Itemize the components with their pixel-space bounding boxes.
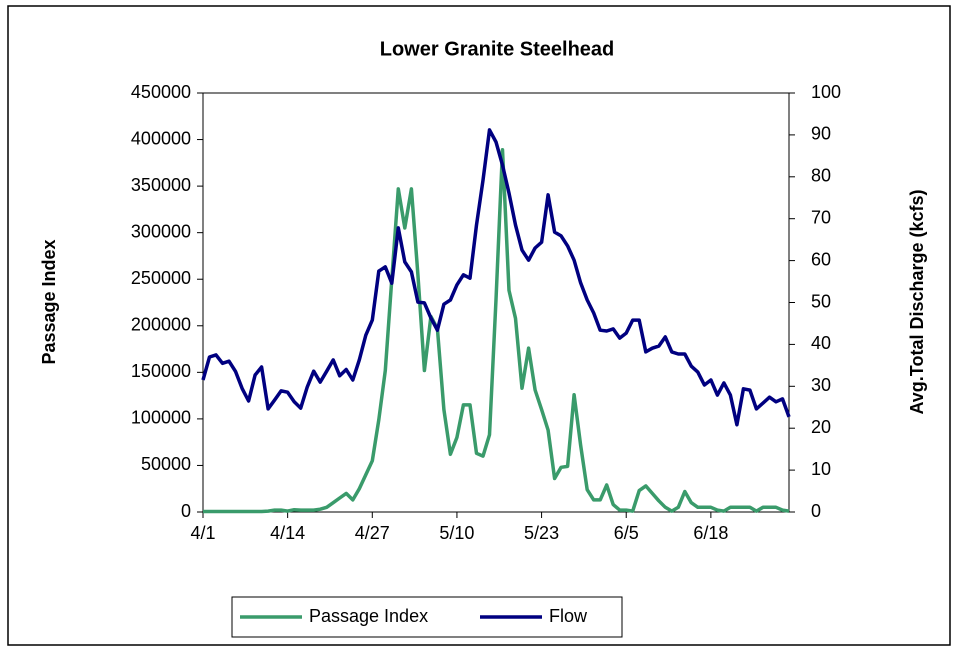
- chart-title: Lower Granite Steelhead: [380, 38, 615, 60]
- x-tick-label: 4/27: [355, 523, 390, 543]
- y-tick-label: 50000: [141, 454, 191, 474]
- y2-tick-label: 40: [811, 333, 831, 353]
- x-tick-label: 5/23: [524, 523, 559, 543]
- y-tick-label: 0: [181, 501, 191, 521]
- y-tick-label: 200000: [131, 315, 191, 335]
- legend-label: Flow: [549, 606, 588, 626]
- y-tick-label: 400000: [131, 128, 191, 148]
- y-tick-label: 100000: [131, 408, 191, 428]
- y-axis-title: Passage Index: [39, 239, 59, 364]
- chart-border: [7, 5, 951, 646]
- y-tick-label: 150000: [131, 361, 191, 381]
- y2-tick-label: 20: [811, 417, 831, 437]
- y2-tick-label: 60: [811, 249, 831, 269]
- y-tick-label: 450000: [131, 82, 191, 102]
- x-tick-label: 4/14: [270, 523, 305, 543]
- x-tick-label: 6/18: [693, 523, 728, 543]
- y2-tick-label: 0: [811, 501, 821, 521]
- x-tick-label: 5/10: [439, 523, 474, 543]
- x-tick-label: 6/5: [614, 523, 639, 543]
- y-tick-label: 300000: [131, 221, 191, 241]
- y-tick-label: 250000: [131, 268, 191, 288]
- series-line: [201, 128, 791, 427]
- y2-tick-label: 70: [811, 207, 831, 227]
- y2-tick-label: 30: [811, 375, 831, 395]
- y2-tick-label: 80: [811, 166, 831, 186]
- y2-axis-title: Avg.Total Discharge (kcfs): [907, 189, 927, 414]
- y2-tick-label: 50: [811, 291, 831, 311]
- y2-tick-label: 100: [811, 82, 841, 102]
- y-tick-label: 350000: [131, 175, 191, 195]
- y2-tick-label: 90: [811, 124, 831, 144]
- legend-label: Passage Index: [309, 606, 428, 626]
- y2-tick-label: 10: [811, 459, 831, 479]
- series-line: [203, 148, 790, 514]
- x-tick-label: 4/1: [190, 523, 215, 543]
